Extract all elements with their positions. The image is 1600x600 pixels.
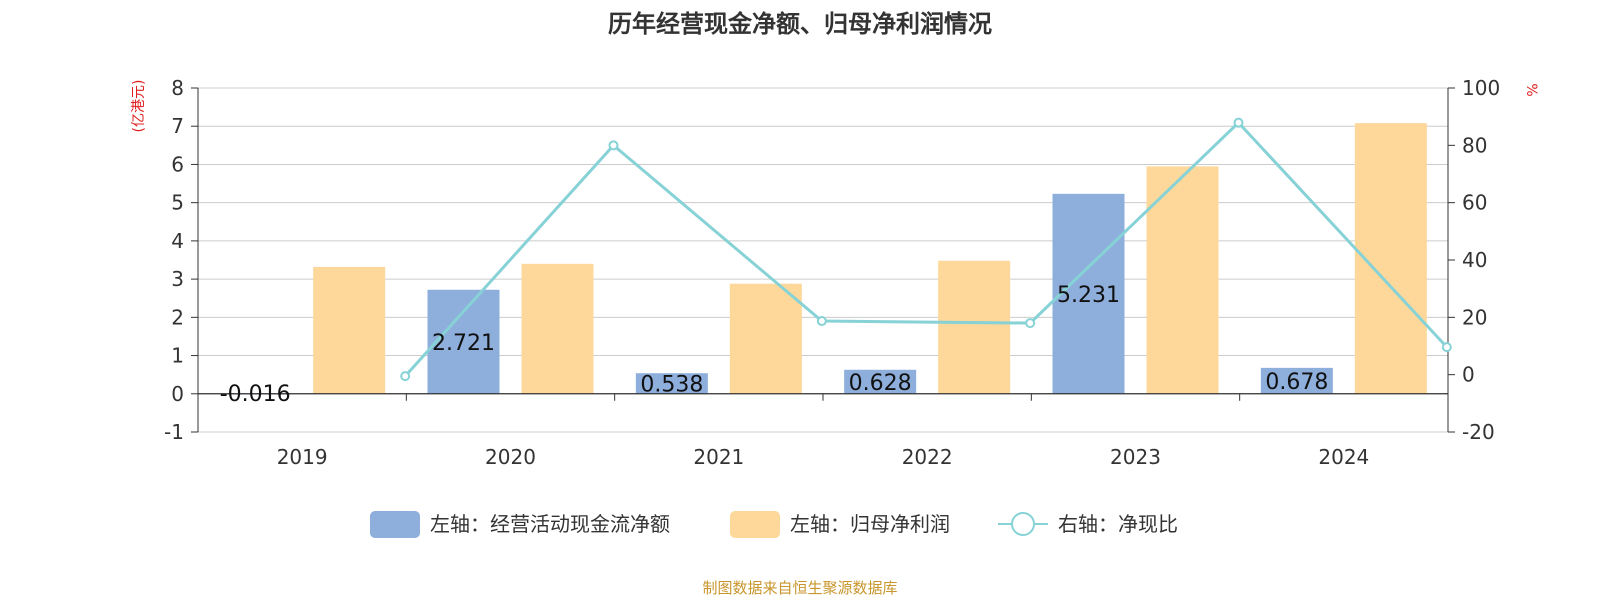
bar-cash-flow xyxy=(1260,367,1333,394)
right-tick-label: 100 xyxy=(1462,76,1500,100)
left-tick-label: 3 xyxy=(171,267,184,291)
bar-net-profit xyxy=(313,266,386,394)
axes: -1 0 1 2 3 4 5 6 7 8 -20 0 20 40 60 80 100 2019 2020 2021 20… xyxy=(164,76,1500,469)
bars xyxy=(219,123,1427,395)
legend-swatch-marker xyxy=(1011,512,1035,536)
ratio-point xyxy=(1025,318,1036,329)
x-tick-label: 2023 xyxy=(1110,445,1161,469)
legend-label: 右轴：净现比 xyxy=(1058,512,1178,536)
bar-net-profit xyxy=(729,283,802,394)
left-tick-label: 5 xyxy=(171,191,184,215)
left-axis-unit: (亿港元) xyxy=(131,80,147,133)
x-tick-label: 2022 xyxy=(902,445,953,469)
ratio-line xyxy=(400,117,1452,382)
legend-ratio: 右轴：净现比 xyxy=(998,512,1178,536)
legend-cash-flow: 左轴：经营活动现金流净额 xyxy=(370,511,670,538)
legend-label: 左轴：经营活动现金流净额 xyxy=(430,512,670,536)
x-tick-label: 2020 xyxy=(485,445,536,469)
legend-swatch xyxy=(730,511,780,538)
left-tick-label: 4 xyxy=(171,229,184,253)
bar-value-label: 0.538 xyxy=(640,372,703,397)
ratio-point xyxy=(1233,117,1244,128)
left-tick-label: -1 xyxy=(164,420,184,444)
bar-net-profit xyxy=(1354,123,1427,394)
bar-net-profit xyxy=(521,263,594,394)
legend-label: 左轴：归母净利润 xyxy=(790,512,950,536)
left-tick-label: 6 xyxy=(171,152,184,176)
legend: 左轴：经营活动现金流净额 左轴：归母净利润 右轴：净现比 xyxy=(370,511,1178,538)
right-tick-label: 0 xyxy=(1462,363,1475,387)
right-tick-label: 60 xyxy=(1462,191,1487,215)
bar-value-label: 0.678 xyxy=(1265,370,1328,395)
bar-cash-flow xyxy=(844,369,917,394)
x-tick-label: 2019 xyxy=(277,445,328,469)
bar-cash-flow xyxy=(1052,193,1125,394)
bar-value-label: 5.231 xyxy=(1057,283,1120,308)
ratio-line-path xyxy=(404,120,1448,378)
right-axis-unit: % xyxy=(1523,83,1539,96)
bar-net-profit xyxy=(1146,166,1219,394)
left-tick-label: 1 xyxy=(171,344,184,368)
ratio-point xyxy=(608,140,619,151)
source-note: 制图数据来自恒生聚源数据库 xyxy=(702,579,897,597)
left-tick-label: 7 xyxy=(171,114,184,138)
right-tick-label: 20 xyxy=(1462,305,1487,329)
gridlines xyxy=(198,87,1448,433)
right-tick-label: 80 xyxy=(1462,133,1487,157)
bar-cash-flow xyxy=(635,373,708,394)
right-tick-label: -20 xyxy=(1462,420,1495,444)
ratio-point xyxy=(1441,342,1452,353)
bar-value-label: 0.628 xyxy=(849,371,912,396)
ratio-point xyxy=(400,371,411,382)
bar-value-label: 2.721 xyxy=(432,331,495,356)
left-tick-label: 8 xyxy=(171,76,184,100)
x-tick-label: 2024 xyxy=(1318,445,1369,469)
ratio-point xyxy=(816,316,827,327)
bar-cash-flow xyxy=(427,289,500,394)
x-tick-label: 2021 xyxy=(693,445,744,469)
bar-value-label: -0.016 xyxy=(220,382,291,407)
left-tick-label: 0 xyxy=(171,382,184,406)
legend-swatch xyxy=(370,511,420,538)
chart-title: 历年经营现金净额、归母净利润情况 xyxy=(608,10,992,38)
bar-net-profit xyxy=(938,260,1011,394)
legend-net-profit: 左轴：归母净利润 xyxy=(730,511,950,538)
data-labels: -0.016 2.721 0.538 0.628 5.231 0.678 xyxy=(220,283,1329,407)
right-tick-label: 40 xyxy=(1462,248,1487,272)
left-tick-label: 2 xyxy=(171,305,184,329)
